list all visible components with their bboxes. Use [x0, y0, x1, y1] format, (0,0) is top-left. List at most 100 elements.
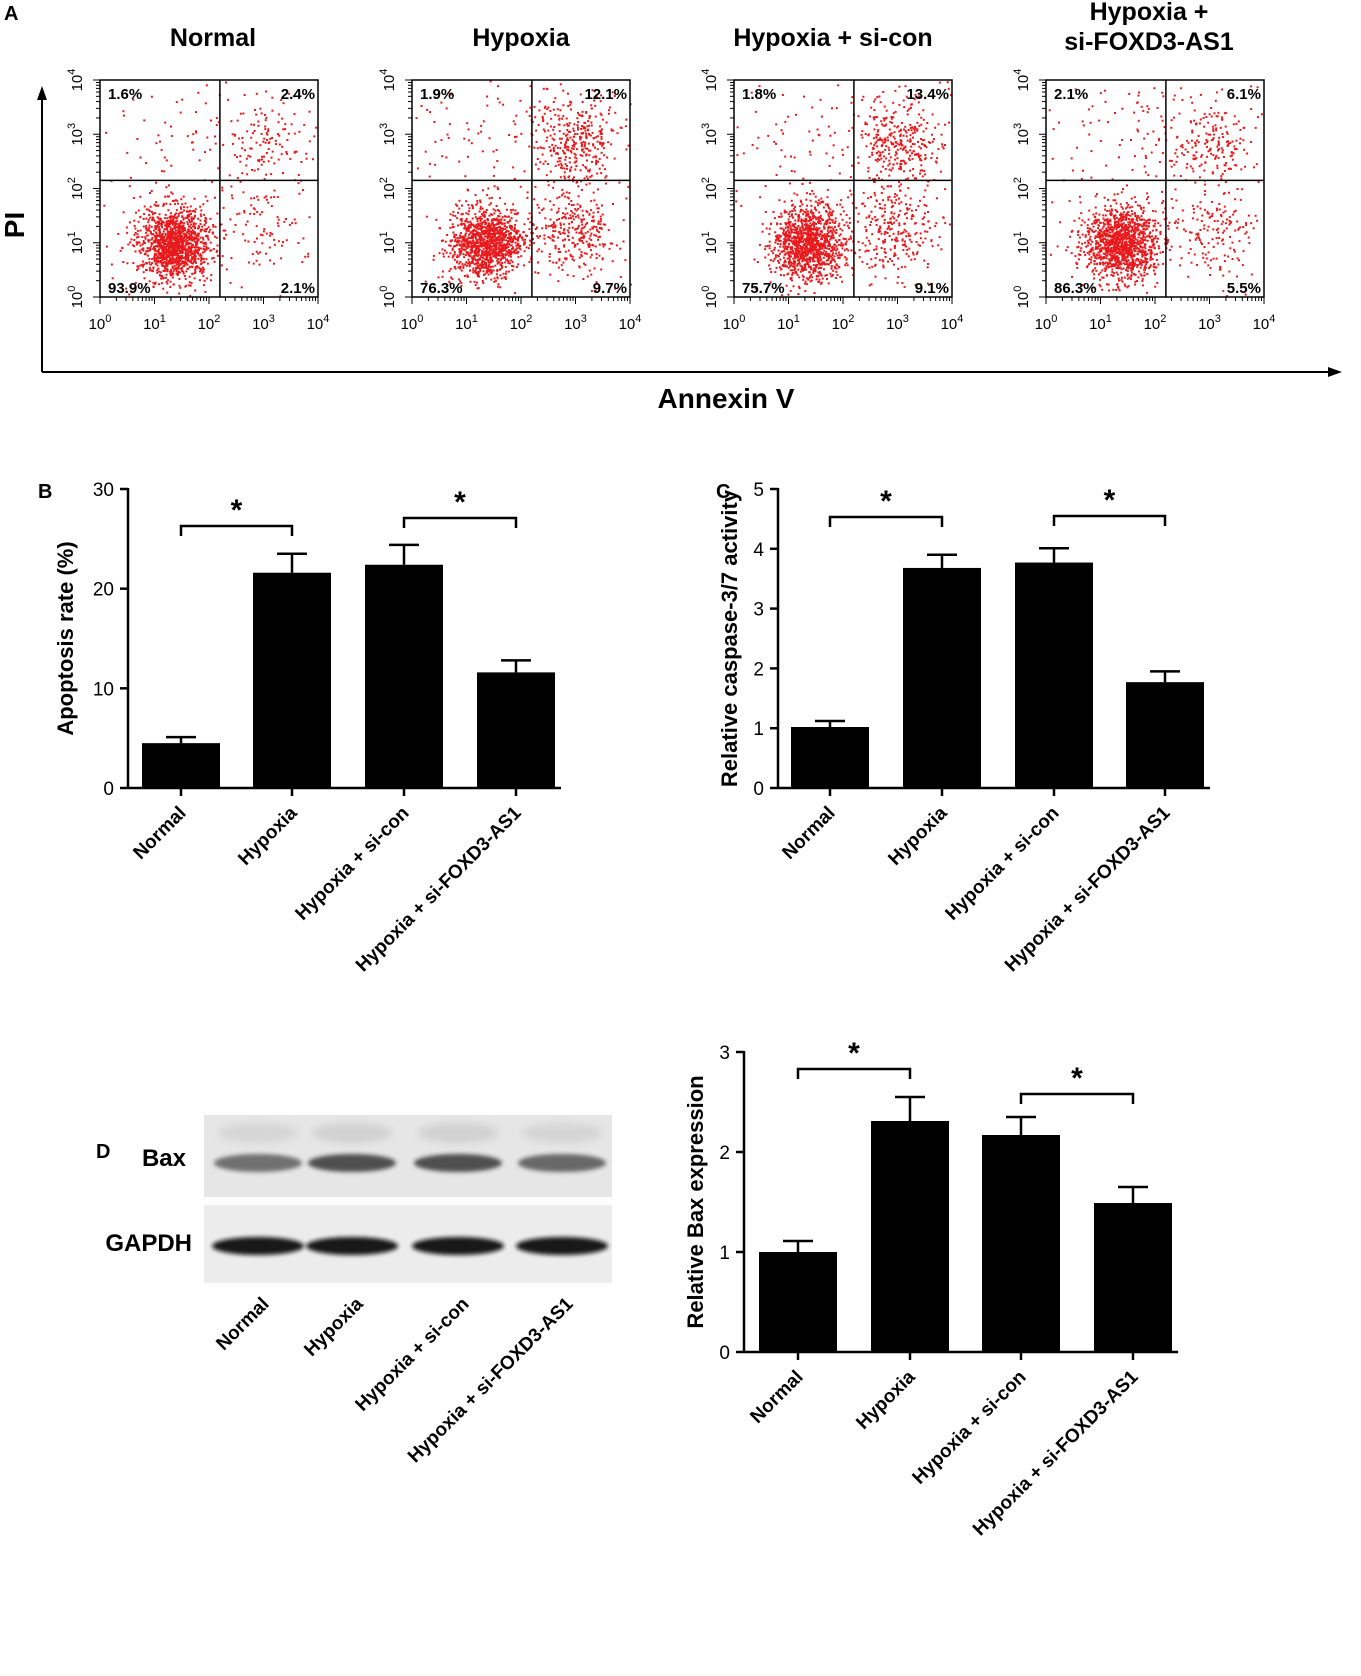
flow-dot — [175, 226, 178, 229]
flow-dot — [597, 220, 600, 223]
flow-dot — [596, 96, 598, 99]
flow-dot — [502, 257, 505, 260]
flow-dot — [826, 196, 829, 199]
flow-dot — [848, 227, 851, 229]
flow-dot — [487, 264, 490, 267]
flow-dot — [821, 263, 824, 266]
flow-dot — [497, 188, 499, 191]
flow-dot — [800, 208, 802, 211]
flow-dot — [588, 124, 590, 127]
flow-dot — [787, 261, 790, 263]
flow-dot — [149, 263, 152, 266]
flow-dot — [195, 244, 198, 247]
flow-dot — [595, 163, 598, 166]
flow-dot — [770, 271, 773, 273]
flow-dot — [456, 256, 458, 259]
flow-dot — [817, 253, 819, 256]
flow-dot — [282, 241, 284, 244]
flow-dot — [812, 254, 815, 257]
flow-dot — [793, 267, 796, 270]
flow-dot — [798, 240, 800, 243]
flow-dot — [250, 204, 253, 207]
flow-dot — [169, 226, 172, 229]
flow-dot — [147, 208, 150, 211]
flow-dot — [146, 254, 149, 257]
flow-dot — [264, 114, 267, 116]
flow-dot — [796, 227, 799, 230]
flow-dot — [483, 232, 486, 235]
flow-dot — [804, 231, 807, 234]
flow-dot — [298, 192, 301, 195]
flow-dot — [600, 151, 603, 154]
flow-dot — [568, 192, 571, 194]
flow-dot — [788, 222, 791, 225]
flow-dot — [429, 111, 431, 114]
flow-dot — [820, 266, 823, 269]
flow-dot — [462, 253, 465, 256]
flow-dot — [260, 112, 263, 115]
flow-dot — [818, 243, 821, 246]
flow-dot — [820, 262, 822, 265]
flow-dot — [493, 254, 496, 256]
flow-dot — [594, 289, 597, 292]
flow-dot — [587, 132, 590, 135]
flow-dot — [790, 231, 793, 233]
flow-dot — [159, 256, 162, 259]
flow-dot — [193, 236, 196, 239]
flow-dot — [475, 227, 478, 230]
flow-dot — [801, 246, 804, 249]
flow-dot — [470, 142, 473, 145]
flow-dot — [173, 258, 175, 261]
flow-dot — [801, 226, 804, 229]
flow-dot — [505, 239, 508, 242]
flow-dot — [600, 135, 603, 138]
flow-dot — [811, 223, 814, 226]
flow-dot — [934, 126, 937, 129]
flow-dot — [479, 232, 481, 235]
flow-dot — [194, 289, 197, 292]
flow-dot — [925, 146, 928, 149]
flow-dot — [222, 229, 225, 232]
flow-dot — [174, 213, 176, 216]
flow-dot — [801, 268, 804, 271]
flow-dot — [176, 243, 179, 246]
flow-dot — [499, 286, 502, 289]
flow-dot — [194, 260, 197, 263]
flow-dot — [761, 230, 764, 233]
flow-dot — [182, 232, 185, 235]
flow-dot — [877, 150, 880, 153]
flow-dot — [491, 213, 493, 216]
flow-dot — [581, 143, 583, 146]
flow-dot — [501, 266, 504, 269]
flow-dot — [487, 253, 490, 256]
flow-dot — [501, 239, 504, 242]
flow-dot — [464, 240, 467, 242]
flow-dot — [918, 95, 921, 98]
flow-dot — [817, 280, 820, 283]
flow-dot — [891, 167, 894, 170]
flow-dot — [460, 222, 463, 225]
flow-dot — [871, 154, 874, 156]
flow-dot — [810, 227, 813, 230]
flow-dot — [610, 128, 613, 131]
flow-dot — [507, 254, 510, 257]
flow-dot — [148, 280, 151, 283]
flow-dot — [149, 249, 152, 252]
flow-dot — [153, 256, 156, 259]
flow-dot — [585, 252, 588, 255]
flow-dot — [230, 185, 233, 188]
flow-dot — [873, 118, 876, 121]
flow-dot — [470, 222, 473, 225]
flow-dot — [178, 292, 181, 295]
flow-dot — [920, 147, 922, 150]
flow-dot — [461, 212, 464, 215]
flow-dot — [165, 247, 167, 250]
flow-dot — [495, 253, 498, 256]
flow-dot — [195, 111, 197, 114]
flow-dot — [151, 213, 154, 216]
flow-dot — [793, 226, 796, 228]
flow-dot — [280, 244, 283, 247]
flow-dot — [480, 254, 483, 257]
flow-dot — [805, 222, 808, 225]
flow-dot — [267, 201, 270, 204]
